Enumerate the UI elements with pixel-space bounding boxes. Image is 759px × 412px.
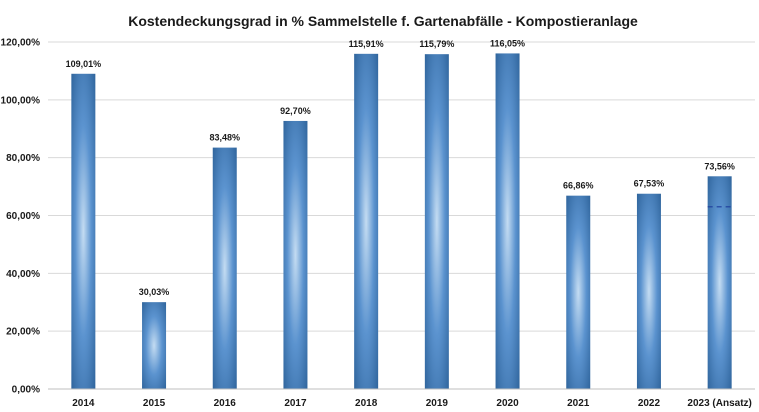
x-tick-label: 2017: [284, 398, 307, 409]
y-tick-label: 0,00%: [12, 385, 40, 396]
data-label: 109,01%: [66, 59, 102, 69]
bar-2016: [212, 147, 237, 389]
data-label: 83,48%: [209, 133, 240, 143]
y-tick-label: 100,00%: [1, 95, 41, 106]
data-label: 67,53%: [634, 179, 665, 189]
bar-2014: [71, 73, 96, 389]
data-labels: 109,01% 30,03% 83,48% 92,70% 115,91% 115,79% 1…: [66, 38, 735, 297]
bar-2022: [636, 193, 661, 389]
data-label: 66,86%: [563, 181, 594, 191]
bar-2018: [354, 53, 379, 390]
y-tick-label: 40,00%: [6, 269, 40, 280]
x-tick-label: 2021: [567, 398, 590, 409]
data-label: 92,70%: [280, 106, 311, 116]
bar-2020: [495, 53, 520, 389]
x-tick-label: 2016: [214, 398, 237, 409]
data-label: 115,91%: [349, 39, 384, 49]
x-axis-ticks: 2014 2015 2016 2017 2018 2019 2020 2021 2022 2023…: [72, 398, 752, 409]
x-tick-label: 2022: [638, 398, 661, 409]
data-label: 73,56%: [704, 161, 735, 171]
x-tick-label: 2015: [143, 398, 166, 409]
bar-2017: [283, 120, 308, 389]
x-tick-label: 2020: [496, 398, 519, 409]
bars: [71, 53, 732, 390]
y-axis-ticks: 0,00% 20,00% 40,00% 60,00% 80,00% 100,00% 120,…: [1, 38, 41, 396]
y-tick-label: 120,00%: [1, 38, 41, 49]
bar-2023 (Ansatz): [707, 176, 732, 389]
x-tick-label: 2014: [72, 398, 95, 409]
y-tick-label: 80,00%: [6, 153, 40, 164]
data-label: 115,79%: [419, 39, 454, 49]
y-tick-label: 20,00%: [6, 327, 40, 338]
bar-2021: [566, 195, 591, 389]
x-tick-label: 2019: [426, 398, 449, 409]
x-tick-label: 2023 (Ansatz): [687, 398, 751, 409]
data-label: 116,05%: [490, 38, 525, 48]
x-tick-label: 2018: [355, 398, 378, 409]
bar-2019: [424, 54, 449, 389]
y-tick-label: 60,00%: [6, 211, 40, 222]
bar-2015: [142, 302, 167, 389]
chart-title: Kostendeckungsgrad in % Sammelstelle f. …: [128, 13, 638, 29]
data-label: 30,03%: [139, 287, 170, 297]
